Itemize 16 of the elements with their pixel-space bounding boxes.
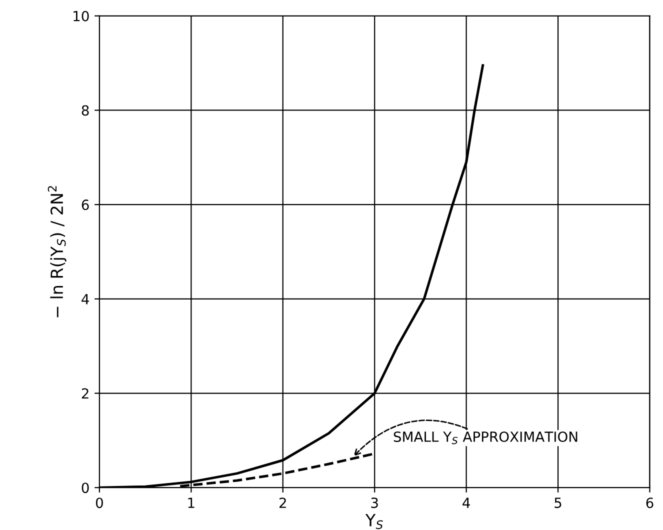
- y-tick-label: 8: [82, 105, 89, 116]
- x-tick-label: 2: [279, 498, 286, 508]
- y-tick-label: 0: [82, 482, 89, 494]
- y-axis-title: − ln R(jY$_{S}$) / 2N$^{2}$: [48, 186, 66, 318]
- y-tick-label: 2: [82, 388, 88, 399]
- x-tick-label: 1: [188, 498, 194, 508]
- x-tick-label: 5: [554, 498, 562, 508]
- x-tick-label: 6: [646, 498, 654, 508]
- x-tick-label: 0: [96, 498, 103, 508]
- y-tick-label: 4: [82, 294, 89, 304]
- y-tick-label: 6: [82, 200, 89, 210]
- x-tick-label: 4: [462, 498, 470, 508]
- annotation: SMALL Y$_{S}$ APPROXIMATION: [394, 431, 578, 444]
- x-tick-label: 3: [371, 498, 378, 508]
- y-tick-label: 10: [74, 10, 89, 22]
- x-axis-title: Y$_{S}$: [365, 514, 383, 530]
